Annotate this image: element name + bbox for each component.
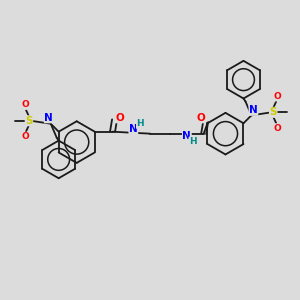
Text: N: N [44, 113, 53, 123]
Text: H: H [189, 137, 196, 146]
Text: O: O [21, 100, 29, 109]
Text: O: O [273, 124, 281, 133]
Text: N: N [249, 105, 258, 116]
Text: N: N [129, 124, 138, 134]
Text: S: S [25, 116, 33, 126]
Text: O: O [21, 132, 29, 141]
Text: O: O [196, 113, 205, 123]
Text: N: N [182, 130, 191, 141]
Text: H: H [136, 119, 144, 128]
Text: S: S [269, 107, 277, 117]
Text: O: O [115, 113, 124, 123]
Text: O: O [273, 92, 281, 101]
